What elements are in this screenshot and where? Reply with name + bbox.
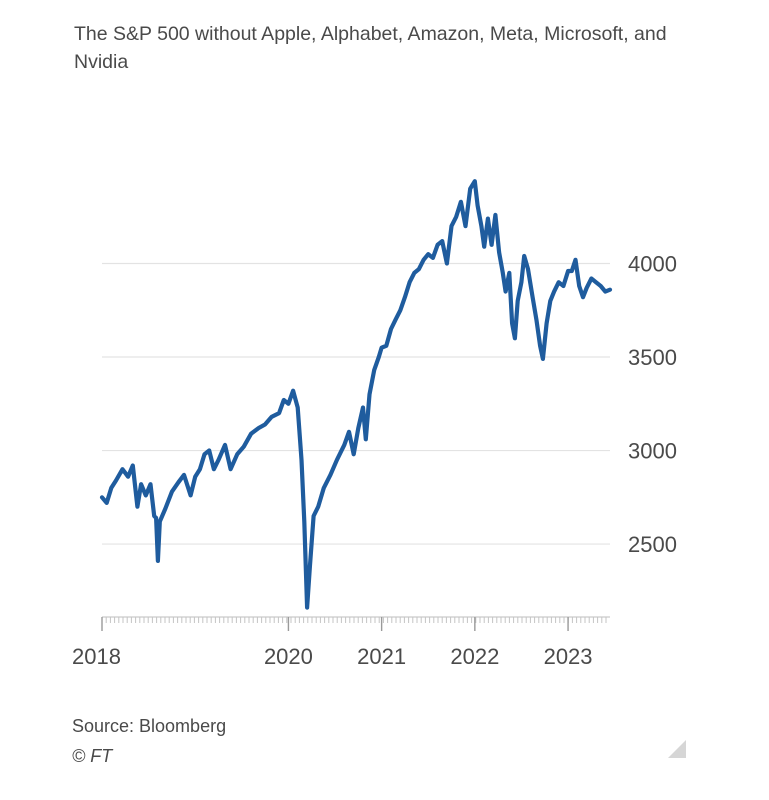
resize-corner-icon — [668, 740, 686, 758]
copyright-credit: © FT — [72, 746, 113, 766]
y-tick-label: 3500 — [628, 345, 677, 370]
source-note: Source: Bloomberg — [72, 716, 227, 736]
x-tick-label: 2020 — [264, 644, 313, 669]
gridlines — [102, 262, 610, 545]
series-line-0 — [99, 179, 613, 610]
y-axis: 2500 3000 3500 4000 — [628, 252, 677, 558]
x-axis-labels: 2018 2020 2021 2022 2023 — [72, 644, 593, 669]
series-layer — [99, 179, 613, 610]
chart-title: The S&P 500 without Apple, Alphabet, Ama… — [74, 23, 667, 73]
x-tick-label: 2023 — [544, 644, 593, 669]
x-axis — [101, 616, 610, 631]
y-tick-label: 3000 — [628, 439, 677, 464]
x-tick-label: 2018 — [72, 644, 121, 669]
y-tick-label: 2500 — [628, 532, 677, 557]
y-tick-label: 4000 — [628, 252, 677, 277]
x-tick-label: 2022 — [450, 644, 499, 669]
x-tick-label: 2021 — [357, 644, 406, 669]
